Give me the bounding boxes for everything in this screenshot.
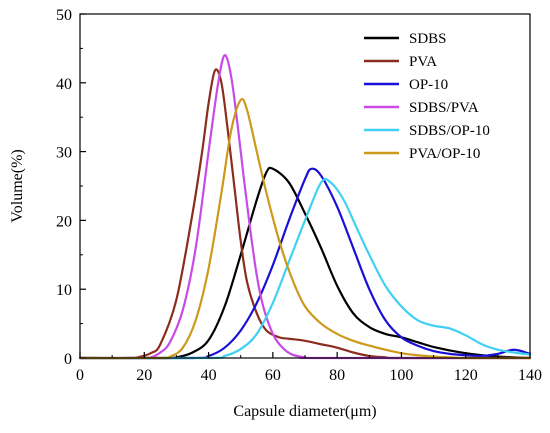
legend-label: SDBS/OP-10 xyxy=(409,123,490,139)
ticks-layer: 0 20 40 60 80 100 120 140 0 10 20 30 40 50 xyxy=(56,7,542,384)
x-tick-label: 60 xyxy=(265,367,281,384)
series-line-5 xyxy=(78,177,532,360)
legend-label: PVA xyxy=(409,54,437,70)
x-tick-label: 140 xyxy=(518,367,542,384)
y-tick-label: 0 xyxy=(64,351,72,368)
y-tick-label: 30 xyxy=(56,145,72,162)
series-line-4 xyxy=(78,54,532,360)
series-line-6 xyxy=(78,97,532,360)
series-line-3 xyxy=(78,167,532,360)
legend-label: SDBS xyxy=(409,31,447,47)
y-tick-label: 20 xyxy=(56,213,72,230)
y-tick-label: 50 xyxy=(56,7,72,24)
legend-label: SDBS/PVA xyxy=(409,100,479,116)
legend-label: PVA/OP-10 xyxy=(409,146,480,162)
y-tick-label: 40 xyxy=(56,76,72,93)
x-tick-label: 0 xyxy=(76,367,84,384)
y-axis-title: Volume(%) xyxy=(9,149,26,222)
series-layer xyxy=(78,54,532,360)
legend-label: OP-10 xyxy=(409,77,448,93)
legend: SDBS PVA OP-10 SDBS/PVA SDBS/OP-10 PVA/OP-10 xyxy=(364,31,490,162)
series-line-2 xyxy=(78,68,532,360)
x-axis-title: Capsule diameter(μm) xyxy=(233,403,376,420)
series-line-1 xyxy=(78,166,532,360)
x-tick-label: 40 xyxy=(201,367,217,384)
y-tick-label: 10 xyxy=(56,282,72,299)
x-tick-label: 20 xyxy=(136,367,152,384)
x-tick-label: 80 xyxy=(329,367,345,384)
x-tick-label: 120 xyxy=(454,367,478,384)
x-tick-label: 100 xyxy=(389,367,413,384)
